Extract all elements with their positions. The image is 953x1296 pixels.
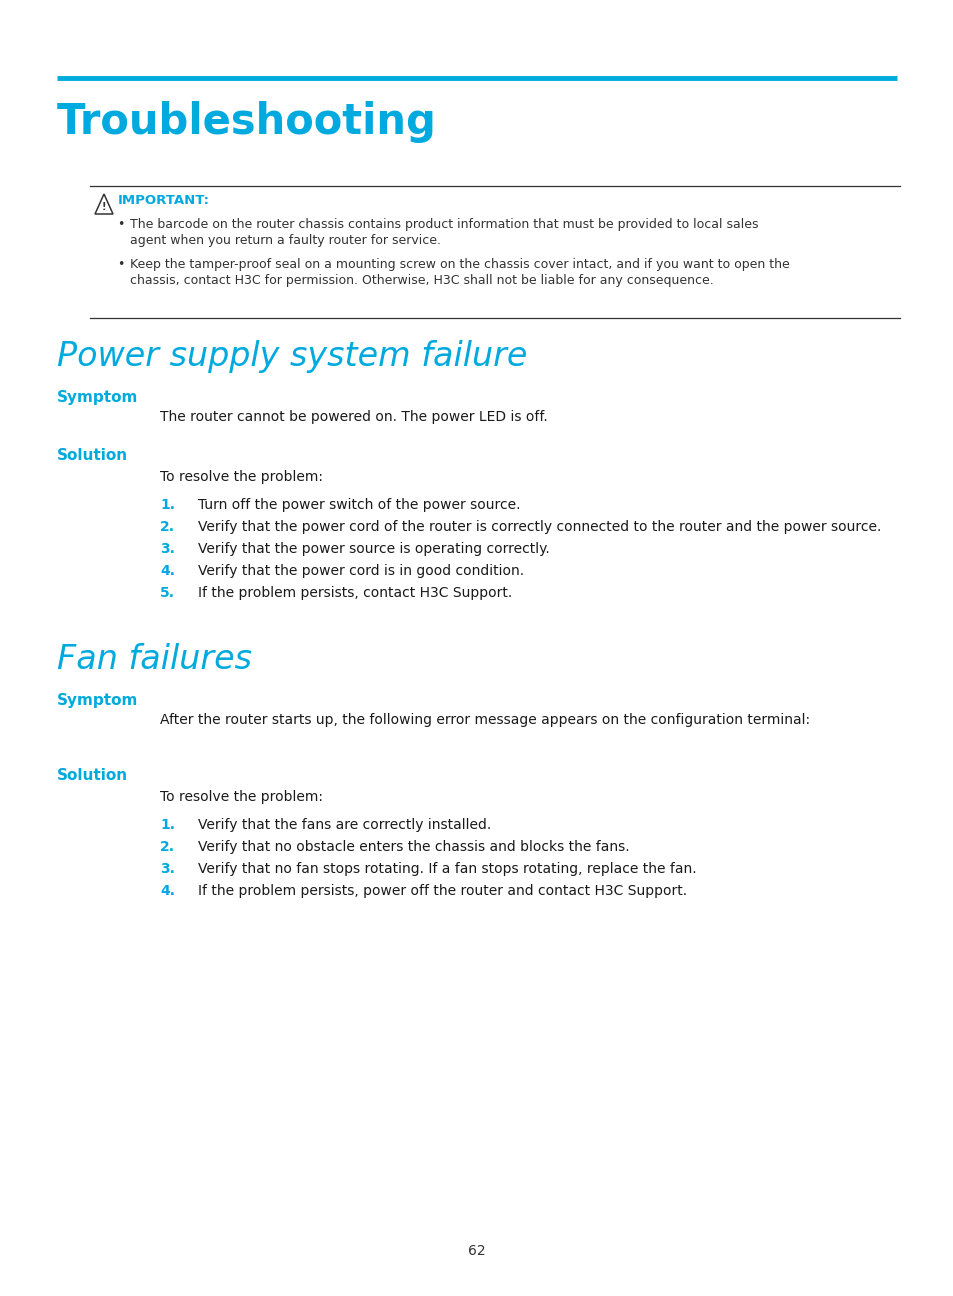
Text: 2.: 2.: [160, 520, 174, 534]
Text: Verify that no fan stops rotating. If a fan stops rotating, replace the fan.: Verify that no fan stops rotating. If a …: [198, 862, 696, 876]
Text: Keep the tamper-proof seal on a mounting screw on the chassis cover intact, and : Keep the tamper-proof seal on a mounting…: [130, 258, 789, 271]
Text: To resolve the problem:: To resolve the problem:: [160, 791, 323, 804]
Text: Verify that the power cord of the router is correctly connected to the router an: Verify that the power cord of the router…: [198, 520, 881, 534]
Text: 5.: 5.: [160, 586, 174, 600]
Text: •: •: [117, 218, 124, 231]
Text: The barcode on the router chassis contains product information that must be prov: The barcode on the router chassis contai…: [130, 218, 758, 231]
Text: The router cannot be powered on. The power LED is off.: The router cannot be powered on. The pow…: [160, 410, 547, 424]
Text: After the router starts up, the following error message appears on the configura: After the router starts up, the followin…: [160, 713, 809, 727]
Text: Fan failures: Fan failures: [57, 643, 252, 677]
Text: Verify that the fans are correctly installed.: Verify that the fans are correctly insta…: [198, 818, 491, 832]
Text: 3.: 3.: [160, 862, 174, 876]
Text: Verify that the power cord is in good condition.: Verify that the power cord is in good co…: [198, 564, 523, 578]
Text: chassis, contact H3C for permission. Otherwise, H3C shall not be liable for any : chassis, contact H3C for permission. Oth…: [130, 273, 713, 286]
Text: 2.: 2.: [160, 840, 174, 854]
Text: Verify that the power source is operating correctly.: Verify that the power source is operatin…: [198, 542, 549, 556]
Text: Symptom: Symptom: [57, 693, 138, 708]
Text: Solution: Solution: [57, 448, 128, 463]
Text: Turn off the power switch of the power source.: Turn off the power switch of the power s…: [198, 498, 520, 512]
Text: If the problem persists, power off the router and contact H3C Support.: If the problem persists, power off the r…: [198, 884, 686, 898]
Text: Symptom: Symptom: [57, 390, 138, 404]
Text: 3.: 3.: [160, 542, 174, 556]
Text: Solution: Solution: [57, 769, 128, 783]
Text: agent when you return a faulty router for service.: agent when you return a faulty router fo…: [130, 235, 440, 248]
Text: 62: 62: [468, 1244, 485, 1258]
Text: !: !: [102, 202, 106, 213]
Text: Verify that no obstacle enters the chassis and blocks the fans.: Verify that no obstacle enters the chass…: [198, 840, 629, 854]
Text: IMPORTANT:: IMPORTANT:: [118, 194, 210, 207]
Text: If the problem persists, contact H3C Support.: If the problem persists, contact H3C Sup…: [198, 586, 512, 600]
Text: Power supply system failure: Power supply system failure: [57, 340, 527, 373]
Text: 4.: 4.: [160, 564, 174, 578]
Text: Troubleshooting: Troubleshooting: [57, 101, 436, 143]
Text: 1.: 1.: [160, 498, 174, 512]
Text: •: •: [117, 258, 124, 271]
Text: 4.: 4.: [160, 884, 174, 898]
Text: To resolve the problem:: To resolve the problem:: [160, 470, 323, 483]
Text: 1.: 1.: [160, 818, 174, 832]
